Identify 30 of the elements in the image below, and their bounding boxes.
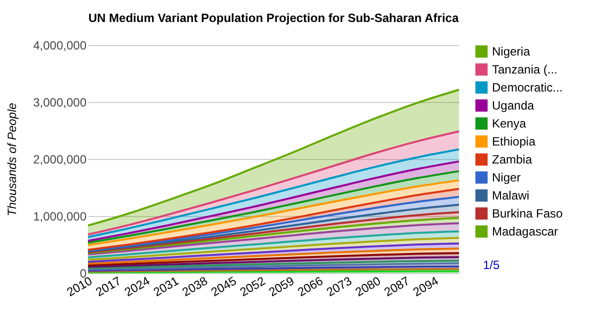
y-tick-label: 4,000,000 xyxy=(33,38,87,52)
legend-label: Ethiopia xyxy=(492,134,536,148)
y-tick-label: 3,000,000 xyxy=(33,96,87,110)
legend-label: Tanzania (... xyxy=(492,62,558,76)
x-tick-label: 2094 xyxy=(410,274,442,300)
x-tick-label: 2073 xyxy=(324,274,354,300)
legend-label: Kenya xyxy=(492,116,526,130)
legend-label: Uganda xyxy=(492,98,534,112)
text: 1/5 xyxy=(483,258,500,272)
legend-label: Nigeria xyxy=(492,44,530,58)
legend-label: Malawi xyxy=(492,188,530,202)
x-tick-label: 2038 xyxy=(180,274,210,300)
x-tick-label: 2066 xyxy=(295,274,326,300)
x-tick-label: 2017 xyxy=(93,274,124,300)
legend-label: Zambia xyxy=(492,152,532,166)
x-tick-label: 2059 xyxy=(266,274,297,300)
legend-label: Madagascar xyxy=(492,224,558,238)
x-tick-label: 2024 xyxy=(122,274,152,300)
x-tick-label: 2087 xyxy=(382,274,412,300)
x-tick-label: 2045 xyxy=(208,274,240,300)
y-tick-label: 1,000,000 xyxy=(33,210,87,224)
x-tick-label: 2052 xyxy=(238,274,268,300)
legend-label: Burkina Faso xyxy=(492,206,564,220)
legend-label: Democratic... xyxy=(492,80,563,94)
legend-label: Niger xyxy=(492,170,521,184)
x-tick-label: 2080 xyxy=(352,274,384,300)
x-tick-label: 2031 xyxy=(150,274,182,300)
chart-title: UN Medium Variant Population Projection for Sub-Saharan Africa xyxy=(88,11,459,25)
y-axis-title: Thousands of People xyxy=(5,102,20,216)
y-tick-label: 2,000,000 xyxy=(33,152,87,166)
